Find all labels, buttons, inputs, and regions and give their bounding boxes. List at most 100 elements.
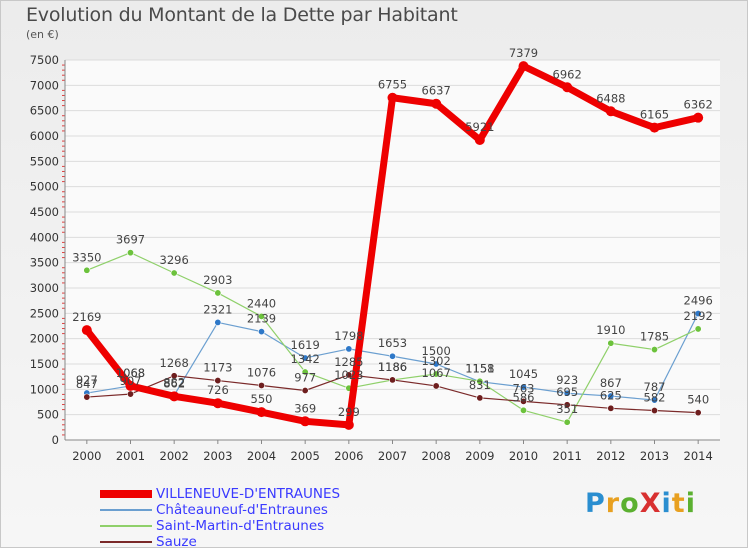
y-tick-label: 1000 [30, 382, 59, 396]
data-point [257, 328, 265, 336]
logo-letter: P [585, 488, 606, 519]
legend-label: VILLENEUVE-D'ENTRAUNES [156, 486, 341, 502]
data-point [301, 386, 309, 394]
x-tick-label: 2009 [465, 449, 494, 463]
data-label: 977 [294, 370, 316, 384]
data-label: 2192 [684, 309, 713, 323]
data-label: 1173 [203, 361, 232, 375]
data-point [607, 404, 615, 412]
y-tick-label: 5500 [30, 154, 59, 168]
x-tick-label: 2004 [247, 449, 276, 463]
data-point [127, 249, 135, 257]
logo-letter: X [639, 488, 662, 519]
legend-label: Saint-Martin-d'Entraunes [156, 518, 325, 534]
logo-letter: i [685, 488, 696, 519]
legend-swatch [100, 490, 152, 498]
data-point [605, 106, 616, 117]
data-point [694, 325, 702, 333]
data-label: 3296 [160, 253, 189, 267]
data-point [518, 61, 529, 72]
y-tick-label: 6000 [30, 129, 59, 143]
data-point [127, 390, 135, 398]
data-label: 6362 [684, 98, 713, 112]
data-label: 1798 [334, 329, 363, 343]
y-tick-label: 7500 [30, 53, 59, 67]
data-point [388, 376, 396, 384]
data-label: 2321 [203, 302, 232, 316]
y-tick-label: 4000 [30, 230, 59, 244]
x-tick-label: 2007 [378, 449, 407, 463]
data-label: 6755 [378, 78, 407, 92]
data-label: 927 [76, 373, 98, 387]
logo-letter: i [661, 488, 672, 519]
data-point [476, 377, 484, 385]
data-label: 867 [600, 376, 622, 390]
data-point [214, 318, 222, 326]
data-label: 299 [338, 405, 360, 419]
data-point [301, 354, 309, 362]
data-point [214, 289, 222, 297]
y-tick-label: 6500 [30, 104, 59, 118]
x-tick-label: 2014 [684, 449, 713, 463]
data-label: 907 [120, 374, 142, 388]
data-point [170, 269, 178, 277]
data-label: 923 [556, 373, 578, 387]
data-label: 369 [294, 401, 316, 415]
data-point [214, 377, 222, 385]
data-label: 1268 [160, 356, 189, 370]
data-label: 726 [207, 383, 229, 397]
data-label: 1076 [247, 365, 276, 379]
y-tick-label: 7000 [30, 78, 59, 92]
data-label: 1285 [334, 355, 363, 369]
data-label: 695 [556, 385, 578, 399]
data-label: 2139 [247, 312, 276, 326]
data-label: 586 [513, 390, 535, 404]
data-point [388, 352, 396, 360]
data-label: 1045 [509, 367, 538, 381]
data-point [519, 406, 527, 414]
data-point [650, 346, 658, 354]
data-point [300, 416, 311, 427]
data-label: 882 [163, 375, 185, 389]
chart-title: Evolution du Montant de la Dette par Hab… [26, 4, 458, 26]
data-label: 625 [600, 388, 622, 402]
data-point [563, 418, 571, 426]
data-point [607, 339, 615, 347]
data-label: 351 [556, 402, 578, 416]
data-label: 1910 [596, 323, 625, 337]
data-point [170, 372, 178, 380]
data-point [83, 266, 91, 274]
data-point [694, 310, 702, 318]
data-point [476, 394, 484, 402]
legend-label: Châteauneuf-d'Entraunes [156, 502, 328, 518]
data-label: 6165 [640, 108, 669, 122]
data-point [125, 380, 136, 391]
data-label: 1158 [465, 361, 494, 375]
data-point [693, 112, 704, 123]
x-tick-label: 2000 [72, 449, 101, 463]
data-point [649, 122, 660, 133]
x-tick-label: 2002 [160, 449, 189, 463]
data-label: 1151 [465, 362, 494, 376]
data-point [343, 419, 354, 430]
y-tick-label: 1500 [30, 357, 59, 371]
data-point [387, 92, 398, 103]
data-point [81, 325, 92, 336]
data-point [431, 98, 442, 109]
data-label: 6488 [596, 91, 625, 105]
y-tick-label: 0 [52, 433, 59, 447]
data-point [607, 392, 615, 400]
x-tick-label: 2005 [291, 449, 320, 463]
x-tick-label: 2001 [116, 449, 145, 463]
data-label: 6962 [553, 67, 582, 81]
data-label: 847 [76, 377, 98, 391]
data-point [169, 391, 180, 402]
data-point [519, 397, 527, 405]
data-point [212, 398, 223, 409]
x-tick-label: 2011 [553, 449, 582, 463]
data-label: 1023 [334, 368, 363, 382]
x-tick-label: 2003 [203, 449, 232, 463]
data-point [474, 135, 485, 146]
legend-swatch [100, 509, 152, 511]
